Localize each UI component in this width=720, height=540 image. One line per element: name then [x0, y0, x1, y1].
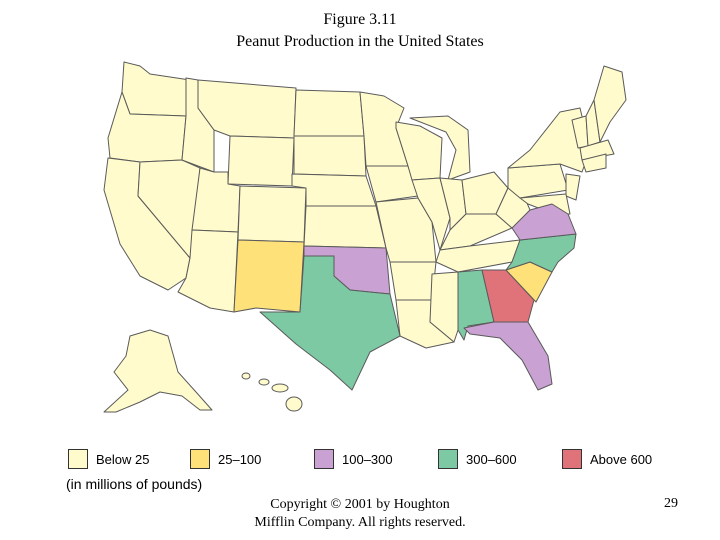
state-kansas [303, 205, 387, 249]
legend-label: 300–600 [466, 451, 517, 467]
hawaii-island-kauai [241, 372, 251, 380]
state-new-mexico [233, 239, 305, 313]
state-pennsylvania [507, 163, 569, 199]
legend-item-above-600: Above 600 [562, 446, 652, 472]
state-south-dakota [293, 135, 367, 177]
state-north-dakota [293, 89, 365, 137]
legend-item-below-25: Below 25 [68, 446, 149, 472]
state-michigan [409, 115, 471, 181]
state-georgia [481, 269, 535, 323]
legend-label: Above 600 [590, 451, 653, 467]
state-alaska [103, 329, 213, 413]
legend-item-300-600: 300–600 [438, 446, 517, 472]
state-hawaii [241, 372, 303, 412]
state-florida [463, 321, 553, 391]
state-connecticut-ri [581, 153, 607, 173]
legend-item-100-300: 100–300 [314, 446, 393, 472]
hawaii-island-oahu [258, 378, 270, 386]
legend-units: (in millions of pounds) [66, 476, 203, 492]
legend-swatch [438, 449, 458, 469]
state-colorado [237, 185, 307, 243]
state-mississippi [429, 271, 459, 343]
legend-label: Below 25 [96, 451, 150, 467]
copyright-notice: Copyright © 2001 by Houghton Mifflin Com… [240, 496, 480, 532]
figure-number: Figure 3.11 [323, 11, 397, 28]
legend-label: 100–300 [342, 451, 393, 467]
legend-swatch [190, 449, 210, 469]
legend-item-25-100: 25–100 [190, 446, 261, 472]
state-washington [121, 61, 191, 117]
state-wyoming [227, 135, 295, 187]
legend-swatch [314, 449, 334, 469]
map-legend: Below 25 25–100 100–300 300–600 Above 60… [68, 446, 668, 472]
state-virginia [511, 203, 577, 241]
state-texas [259, 255, 401, 391]
hawaii-island-big-island [285, 396, 303, 412]
copyright-line-1: Copyright © 2001 by Houghton [270, 497, 450, 512]
state-arkansas [389, 261, 437, 301]
page-number: 29 [664, 496, 678, 511]
legend-label: 25–100 [218, 451, 262, 467]
state-new-jersey [565, 173, 581, 201]
hawaii-island-molokai-maui [271, 383, 289, 393]
state-north-carolina [505, 233, 577, 273]
legend-swatch [562, 449, 582, 469]
state-maine [593, 65, 627, 143]
copyright-line-2: Mifflin Company. All rights reserved. [254, 515, 466, 530]
figure-title-block: Figure 3.11 Peanut Production in the Uni… [0, 9, 720, 53]
legend-swatch [68, 449, 88, 469]
figure-title: Peanut Production in the United States [236, 33, 484, 50]
